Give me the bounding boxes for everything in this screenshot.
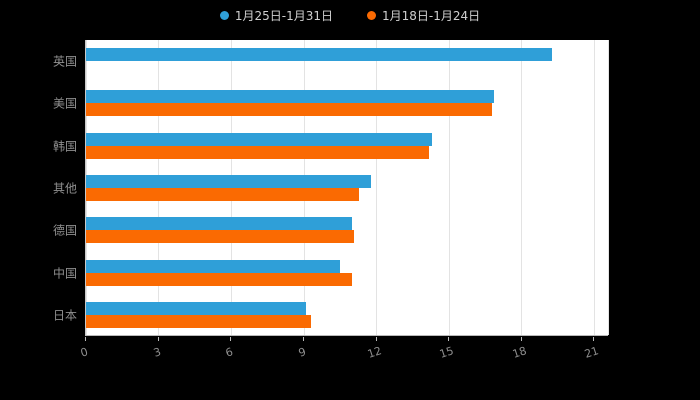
y-axis-label: 其他 (52, 181, 77, 196)
legend-label: 1月25日-1月31日 (234, 9, 333, 23)
gridline (448, 40, 450, 335)
x-axis-label: 21 (583, 344, 601, 361)
gridline (521, 40, 522, 335)
bar-series1-category6 (86, 259, 340, 273)
bar-series1-category5 (86, 217, 352, 231)
bar-series2-category2 (86, 103, 492, 117)
y-axis-label: 英国 (52, 54, 77, 69)
bar-series2-category4 (86, 188, 360, 201)
gridline (376, 40, 377, 335)
x-axis-label: 3 (151, 345, 163, 360)
x-axis-tick (230, 337, 232, 341)
chart-legend: 1月25日-1月31日 1月18日-1月24日 (0, 7, 700, 24)
legend-item-series1[interactable]: 1月25日-1月31日 (219, 7, 333, 24)
x-axis-label: 9 (296, 345, 308, 360)
y-axis-label: 中国 (52, 266, 77, 281)
legend-label: 1月18日-1月24日 (382, 9, 481, 23)
x-axis-tick (375, 337, 377, 341)
bar-series1-category7 (86, 301, 306, 315)
bar-series2-category5 (86, 230, 355, 244)
bar-series2-category7 (86, 314, 311, 328)
bar-series1-category3 (86, 132, 432, 146)
x-axis-tick (85, 337, 86, 341)
gridline (608, 40, 609, 335)
x-axis-tick (157, 337, 159, 341)
x-axis-label: 0 (78, 345, 90, 360)
x-axis-label: 12 (365, 344, 383, 361)
y-axis-label: 德国 (52, 223, 77, 238)
bar-series2-category6 (86, 272, 352, 286)
x-axis-tick (448, 337, 450, 341)
x-axis-tick (520, 337, 522, 341)
x-axis-label: 18 (510, 344, 529, 361)
bar-series1-category1 (86, 48, 553, 62)
y-axis-label: 美国 (52, 96, 77, 111)
x-axis-label: 15 (438, 344, 456, 361)
legend-marker-icon (219, 11, 229, 20)
plot-area (85, 40, 609, 336)
bar-series2-category3 (86, 145, 430, 159)
legend-marker-icon (367, 11, 376, 20)
gridline (593, 40, 595, 335)
legend-item-series2[interactable]: 1月18日-1月24日 (367, 7, 480, 24)
bar-series1-category2 (86, 90, 495, 104)
x-axis-label: 6 (224, 345, 235, 360)
y-axis-label: 日本 (52, 308, 77, 323)
y-axis-label: 韩国 (52, 139, 77, 154)
x-axis-tick (302, 337, 304, 341)
x-axis-tick (593, 337, 595, 341)
bar-series1-category4 (86, 175, 372, 188)
